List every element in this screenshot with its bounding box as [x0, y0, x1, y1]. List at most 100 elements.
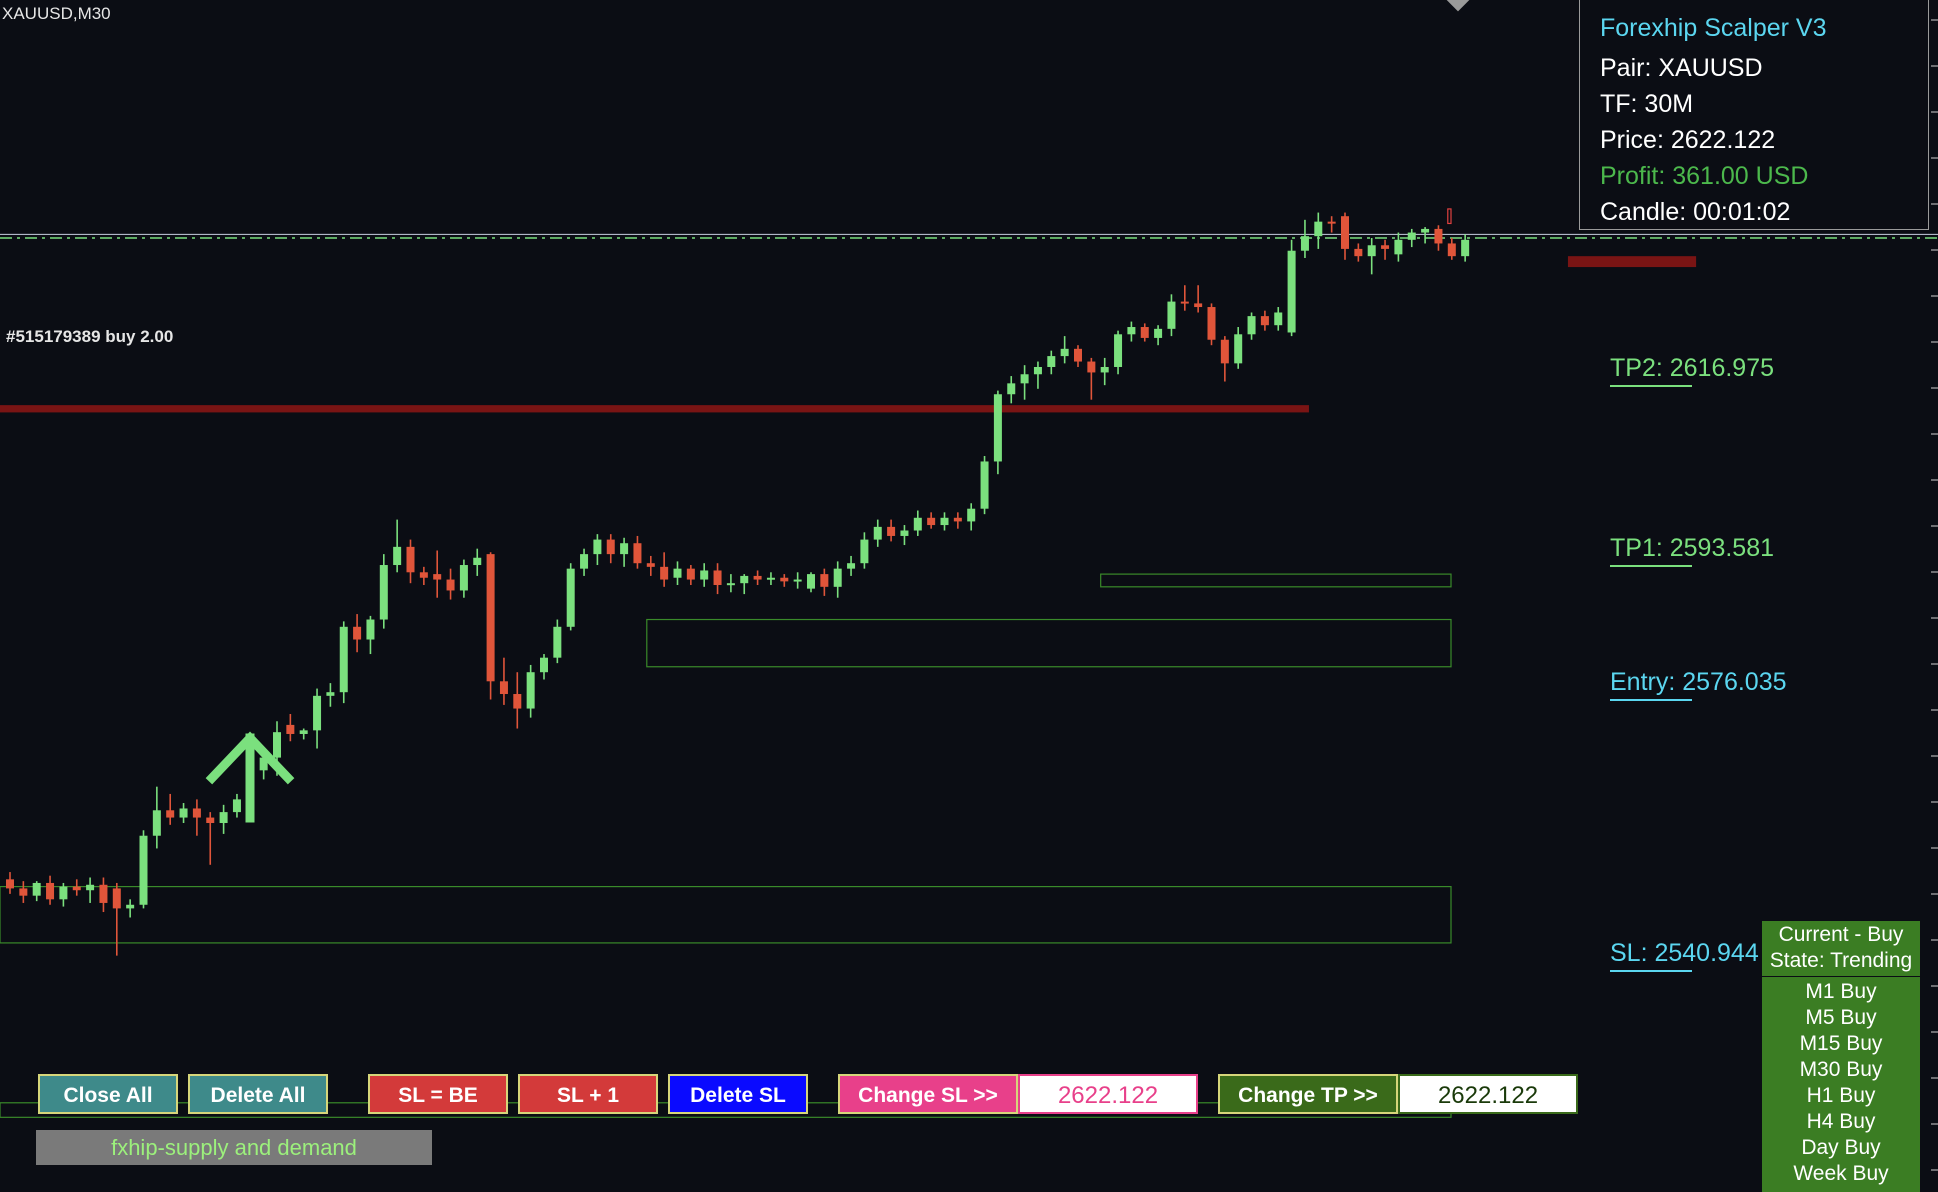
chart-symbol-label: XAUUSD,M30: [2, 4, 111, 23]
bullish-candle: [580, 554, 589, 569]
panel-candle-timer: Candle: 00:01:02: [1600, 198, 1791, 226]
bullish-candle: [833, 568, 842, 587]
bullish-candle: [86, 884, 95, 891]
bullish-candle: [967, 508, 976, 522]
bullish-candle: [1300, 236, 1309, 251]
bearish-candle: [953, 517, 962, 522]
bullish-candle: [593, 539, 602, 555]
sl-breakeven-button[interactable]: SL = BE: [368, 1074, 508, 1114]
bullish-candle: [1367, 245, 1376, 257]
timeframe-signal-list: M1 Buy M5 Buy M15 Buy M30 Buy H1 Buy H4 …: [1762, 977, 1920, 1192]
bearish-candle: [166, 810, 175, 818]
bullish-candle: [152, 810, 161, 836]
bullish-candle: [673, 568, 682, 578]
bullish-candle: [326, 692, 335, 696]
bullish-candle: [847, 563, 856, 569]
bullish-candle: [1033, 366, 1042, 375]
open-order-label[interactable]: #515179389 buy 2.00: [6, 327, 174, 346]
demand-zone: [1100, 573, 1452, 588]
tp1-level-text: TP1: 2593.581: [1610, 534, 1775, 562]
bearish-candle: [353, 626, 362, 640]
bullish-candle: [526, 672, 535, 709]
info-panel: Forexhip Scalper V3 Pair: XAUUSD TF: 30M…: [1579, 0, 1929, 230]
bullish-candle: [32, 882, 41, 896]
bearish-candle: [19, 888, 28, 896]
tp1-underline: [1610, 565, 1692, 567]
bullish-candle: [459, 565, 468, 591]
signal-week: Week Buy: [1793, 1162, 1889, 1185]
bearish-candle: [633, 543, 642, 564]
sl-level-label: SL: 2540.944: [1610, 939, 1759, 972]
bullish-candle: [1114, 334, 1123, 367]
bullish-candle: [1127, 327, 1136, 335]
bearish-candle: [1087, 361, 1096, 373]
bullish-candle: [1167, 301, 1176, 329]
bearish-candle: [753, 575, 762, 580]
change-tp-button[interactable]: Change TP >>: [1218, 1074, 1398, 1114]
bearish-candle: [206, 817, 215, 824]
bearish-candle: [660, 566, 669, 580]
bullish-candle: [1247, 316, 1256, 335]
bullish-candle: [1234, 334, 1243, 364]
entry-level-text: Entry: 2576.035: [1610, 668, 1787, 696]
bearish-candle: [887, 526, 896, 536]
bullish-candle: [1461, 239, 1470, 257]
change-sl-button[interactable]: Change SL >>: [838, 1074, 1018, 1114]
change-sl-input[interactable]: 2622.122: [1018, 1074, 1198, 1114]
bullish-candle: [873, 526, 882, 540]
tp1-level-label: TP1: 2593.581: [1610, 534, 1775, 567]
bearish-candle: [1260, 316, 1269, 326]
bullish-candle: [379, 565, 388, 620]
bullish-candle: [1274, 312, 1283, 326]
bullish-candle: [553, 626, 562, 658]
bullish-candle: [913, 517, 922, 531]
close-all-button[interactable]: Close All: [38, 1074, 178, 1114]
demand-zone: [0, 885, 1452, 944]
bullish-candle: [1060, 348, 1069, 357]
signal-state: State: Trending: [1769, 949, 1913, 972]
bullish-candle: [232, 799, 241, 813]
bullish-candle: [860, 539, 869, 564]
sl-plus-one-button[interactable]: SL + 1: [518, 1074, 658, 1114]
bearish-candle: [780, 577, 789, 582]
bullish-candle: [1020, 374, 1029, 384]
delete-sl-button[interactable]: Delete SL: [668, 1074, 808, 1114]
bullish-candle: [1154, 328, 1163, 338]
bullish-candle: [740, 575, 749, 584]
bullish-candle: [1287, 250, 1296, 333]
bullish-candle: [366, 619, 375, 640]
bearish-candle: [1354, 248, 1363, 257]
bullish-candle: [1047, 356, 1056, 367]
bullish-candle: [1100, 366, 1109, 373]
bullish-candle: [940, 517, 949, 526]
bearish-candle: [820, 574, 829, 587]
bullish-candle: [313, 695, 322, 731]
panel-timeframe: TF: 30M: [1600, 90, 1694, 118]
bearish-candle: [686, 568, 695, 580]
panel-title: Forexhip Scalper V3: [1600, 14, 1827, 42]
entry-level-label: Entry: 2576.035: [1610, 668, 1787, 701]
supply-zone: [1447, 208, 1452, 225]
bearish-candle: [713, 570, 722, 586]
change-tp-input[interactable]: 2622.122: [1398, 1074, 1578, 1114]
sl-level-text: SL: 2540.944: [1610, 939, 1759, 967]
bearish-candle: [646, 563, 655, 567]
bearish-candle: [1447, 243, 1456, 257]
delete-all-button[interactable]: Delete All: [188, 1074, 328, 1114]
signal-day: Day Buy: [1801, 1136, 1881, 1159]
bearish-candle: [419, 572, 428, 578]
tp2-level-label: TP2: 2616.975: [1610, 354, 1774, 387]
bullish-candle: [700, 570, 709, 580]
signal-m1: M1 Buy: [1805, 980, 1877, 1003]
panel-price: Price: 2622.122: [1600, 126, 1776, 154]
signal-h1: H1 Buy: [1806, 1084, 1876, 1107]
bearish-candle: [1180, 301, 1189, 304]
bearish-candle: [1381, 245, 1390, 249]
buy-arrow-icon: [205, 731, 295, 823]
bearish-candle: [72, 886, 81, 891]
bearish-candle: [6, 879, 14, 889]
bullish-candle: [1394, 239, 1403, 255]
bullish-candle: [807, 574, 815, 589]
bearish-candle: [1194, 303, 1203, 308]
